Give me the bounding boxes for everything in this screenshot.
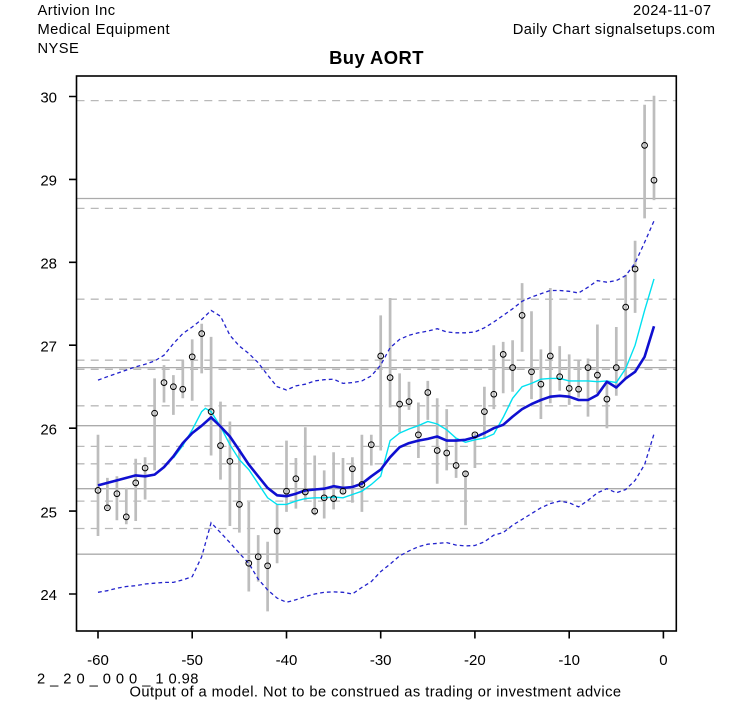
svg-text:29: 29 [40,173,57,190]
svg-text:30: 30 [40,90,57,107]
svg-text:26: 26 [40,421,57,438]
svg-text:2 _ 2 0 _ 0 0 0 _ 1 0.98: 2 _ 2 0 _ 0 0 0 _ 1 0.98 [37,672,199,688]
svg-text:-20: -20 [464,652,486,669]
svg-text:-10: -10 [558,652,580,669]
svg-text:25: 25 [40,504,57,521]
svg-text:Daily Chart signalsetups.com: Daily Chart signalsetups.com [513,22,716,38]
svg-text:Medical Equipment: Medical Equipment [38,22,171,38]
svg-text:24: 24 [40,587,57,604]
svg-text:NYSE: NYSE [38,41,80,57]
svg-text:-60: -60 [87,652,109,669]
svg-text:Output of a model. Not to be c: Output of a model. Not to be construed a… [130,685,622,701]
svg-text:2024-11-07: 2024-11-07 [633,3,712,19]
svg-text:-30: -30 [370,652,392,669]
svg-text:Artivion Inc: Artivion Inc [38,3,116,19]
svg-text:27: 27 [40,338,57,355]
svg-text:0: 0 [659,652,667,669]
svg-text:Buy AORT: Buy AORT [329,47,424,68]
svg-text:-50: -50 [181,652,203,669]
svg-text:-40: -40 [276,652,298,669]
svg-text:28: 28 [40,256,57,273]
